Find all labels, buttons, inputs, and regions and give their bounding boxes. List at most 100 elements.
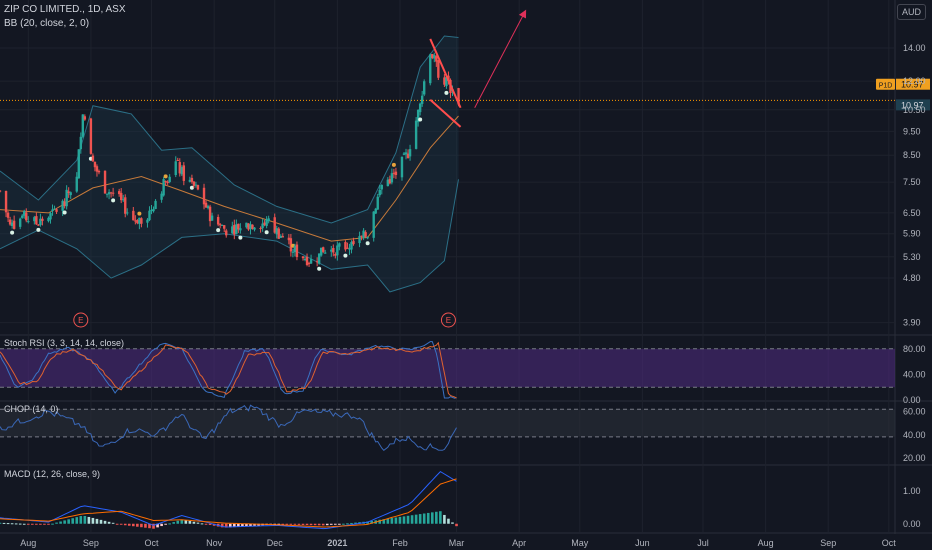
x-tick-label: Feb (392, 538, 408, 548)
candle-body (136, 220, 139, 224)
earnings-marker-label: E (78, 316, 83, 325)
candle-body (364, 232, 367, 237)
currency-badge[interactable]: AUD (896, 4, 926, 20)
candle-body (97, 170, 101, 173)
macd-histogram-bar (228, 523, 232, 528)
macd-histogram-bar (418, 514, 422, 524)
price-tick-label: 3.90 (903, 318, 921, 328)
candle-body (39, 218, 42, 225)
earnings-marker (440, 312, 456, 328)
candle-body (289, 238, 293, 252)
bollinger-lower-line (0, 179, 459, 293)
signal-dot (343, 253, 348, 258)
signal-dot (111, 198, 116, 203)
bb-mid-tag: 10.97 (901, 100, 924, 110)
candle-body (225, 230, 228, 236)
candle-body (47, 217, 50, 222)
projection-arrow (474, 9, 527, 108)
candle-body (261, 223, 264, 229)
macd-histogram-bar (99, 519, 103, 524)
macd-histogram-bar (26, 523, 30, 525)
macd-histogram-bar (289, 523, 293, 525)
candle-body (338, 243, 341, 247)
macd-histogram-bar (75, 517, 79, 524)
macd-histogram-bar (103, 520, 107, 524)
candle-body (408, 149, 412, 157)
last-price-tag: 10.97 (901, 80, 924, 90)
candle-body (309, 259, 313, 264)
indicator-band (0, 409, 895, 437)
indicator-band (0, 348, 895, 388)
candle-body (431, 54, 434, 58)
signal-dot (189, 185, 194, 190)
candle-body (0, 190, 2, 192)
price-tick-label: 5.90 (903, 229, 921, 239)
candle-body (111, 192, 115, 194)
candle-body (305, 256, 309, 265)
signal-dot (317, 266, 322, 271)
candle-body (233, 224, 236, 235)
candle-body (235, 224, 238, 235)
macd-histogram-bar (350, 522, 353, 524)
candle-body (216, 217, 220, 225)
macd-histogram-bar (67, 519, 70, 524)
candle-body (117, 191, 121, 195)
symbol-title[interactable]: ZIP CO LIMITED., 1D, ASX (4, 4, 126, 15)
macd-histogram-bar (107, 521, 111, 524)
macd-histogram-bar (329, 523, 333, 525)
candle-body (263, 222, 266, 225)
macd-histogram-bar (220, 523, 224, 528)
x-tick-label: Jun (635, 538, 650, 548)
price-tick-label: 10.50 (903, 105, 926, 115)
candle-body (362, 230, 365, 238)
macd-histogram-bar (39, 523, 42, 525)
macd-histogram-bar (51, 523, 54, 525)
candle-body (77, 149, 80, 179)
candle-body (334, 254, 337, 256)
candle-body (89, 118, 93, 154)
candle-body (51, 209, 54, 212)
candle-body (132, 210, 135, 221)
macd-histogram-bar (196, 522, 200, 524)
candle-body (49, 213, 52, 220)
candle-body (168, 176, 171, 182)
candle-body (457, 88, 460, 105)
macd-histogram-bar (224, 523, 228, 528)
candle-body (249, 224, 252, 230)
macd-histogram-bar (127, 523, 131, 526)
macd-histogram-bar (342, 523, 345, 525)
macd-histogram-bar (249, 523, 252, 527)
macd-tick-label: 0.00 (903, 519, 921, 529)
macd-histogram-bar (152, 523, 155, 529)
candle-body (83, 116, 87, 120)
macd-tick-label: 1.00 (903, 486, 921, 496)
candle-body (366, 237, 369, 239)
candle-body (6, 212, 10, 218)
candle-body (223, 225, 226, 229)
x-tick-label: Sep (820, 538, 836, 548)
macd-histogram-bar (18, 523, 22, 525)
macd-histogram-bar (435, 511, 438, 524)
macd-histogram-bar (2, 522, 6, 524)
candle-body (279, 235, 282, 238)
macd-histogram-bar (55, 522, 58, 524)
candle-body (336, 245, 339, 256)
candle-body (315, 261, 319, 263)
candle-body (277, 228, 280, 239)
macd-histogram-bar (439, 511, 442, 524)
price-tick-label: 14.00 (903, 43, 926, 53)
indicator-tick-label: 40.00 (903, 369, 926, 379)
signal-dot (36, 227, 41, 232)
candle-body (346, 247, 349, 249)
candle-body (103, 170, 107, 194)
x-tick-label: Sep (83, 538, 99, 548)
bb-indicator-label[interactable]: BB (20, close, 2, 0) (4, 18, 90, 29)
candle-body (358, 236, 361, 244)
macd-histogram-bar (22, 523, 26, 525)
signal-dot (10, 230, 15, 235)
macd-histogram-bar (168, 523, 171, 525)
candle-body (293, 245, 297, 253)
candle-body (360, 235, 363, 237)
indicator-line-d (0, 341, 457, 399)
